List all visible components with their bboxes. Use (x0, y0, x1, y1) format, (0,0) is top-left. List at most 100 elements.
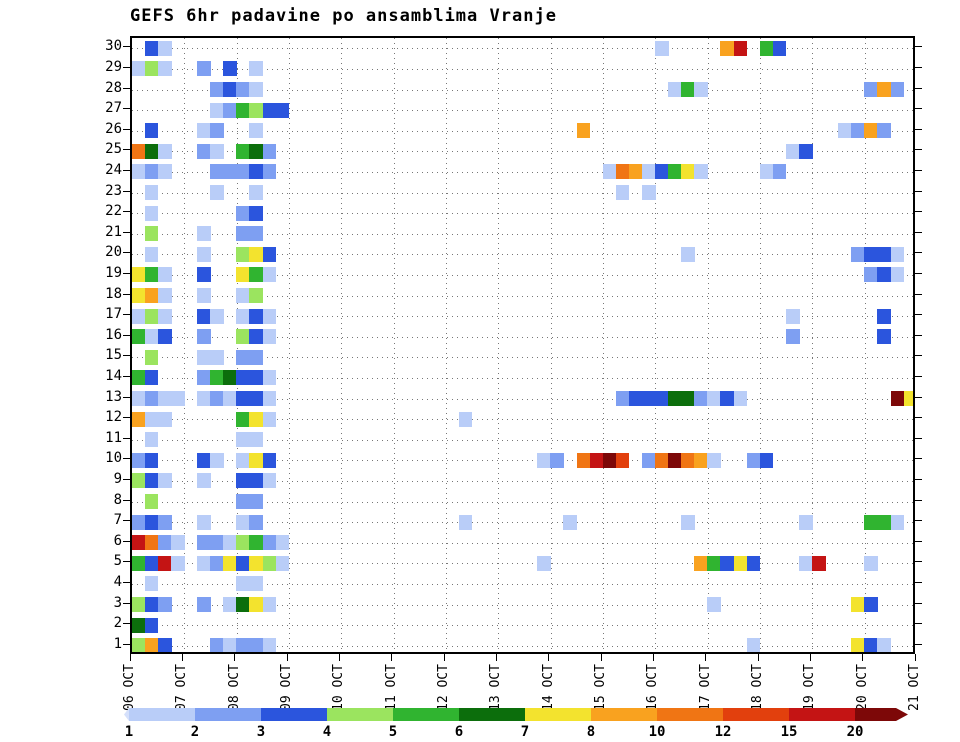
y-axis-tick-label: 30 (105, 38, 122, 55)
x-axis-tick (495, 654, 497, 661)
heatmap-cell (262, 638, 277, 652)
grid-line-horizontal (132, 625, 913, 627)
x-axis-tick (548, 654, 550, 661)
y-axis-tick-label: 10 (105, 450, 122, 467)
x-axis-tick-label: 19 OCT (802, 664, 818, 711)
y-axis-tick-label: 13 (105, 388, 122, 405)
heatmap-cell (197, 535, 211, 551)
y-axis-tick-right (915, 66, 922, 68)
grid-line-vertical (236, 38, 238, 652)
heatmap-cell (144, 123, 159, 139)
heatmap-cell (197, 226, 211, 242)
heatmap-cell (877, 514, 892, 530)
heatmap-cell (223, 638, 237, 652)
heatmap-cell (550, 452, 565, 468)
heatmap-cell (707, 597, 722, 612)
grid-line-vertical (550, 38, 552, 652)
x-axis-tick (757, 654, 759, 661)
y-axis-tick (123, 46, 130, 48)
heatmap-cell (210, 391, 224, 406)
y-axis-tick-label: 28 (105, 79, 122, 96)
heatmap-cell (890, 82, 905, 97)
grid-line-horizontal (132, 151, 913, 153)
legend-tick-label: 2 (190, 724, 200, 740)
heatmap-cell (223, 61, 237, 77)
x-axis-tick-label: 17 OCT (697, 664, 713, 711)
heatmap-cell (236, 555, 251, 571)
heatmap-cell (733, 555, 748, 571)
heatmap-cell (249, 391, 264, 406)
y-axis-tick-label: 15 (105, 347, 122, 364)
heatmap-cell (236, 205, 251, 221)
heatmap-cell (812, 555, 826, 571)
x-axis-tick-label: 12 OCT (436, 664, 451, 711)
grid-line-horizontal (132, 522, 913, 524)
heatmap-cell (576, 123, 591, 139)
heatmap-cell (197, 267, 211, 283)
heatmap-cell (144, 246, 159, 262)
y-axis-tick-label: 27 (105, 100, 122, 117)
y-axis-tick (123, 643, 130, 645)
y-axis-tick-right (915, 252, 922, 254)
y-axis-tick-right (915, 314, 922, 316)
y-axis-tick-label: 16 (105, 326, 122, 343)
heatmap-cell (236, 226, 251, 242)
heatmap-cell (798, 514, 813, 530)
legend-tick-label: 8 (586, 724, 596, 740)
heatmap-cell (157, 473, 172, 489)
y-axis-tick (123, 190, 130, 192)
legend-tick-label: 3 (256, 724, 266, 740)
heatmap-cell (144, 391, 159, 406)
y-axis-tick-right (915, 46, 922, 48)
heatmap-cell (877, 638, 892, 652)
grid-line-horizontal (132, 233, 913, 235)
heatmap-cell (236, 514, 251, 530)
legend-segment (789, 708, 856, 721)
heatmap-cell (602, 164, 617, 180)
y-axis-tick-label: 22 (105, 203, 122, 220)
heatmap-cell (157, 535, 172, 551)
heatmap-cell (236, 638, 251, 652)
heatmap-cell (707, 555, 722, 571)
heatmap-cell (864, 82, 879, 97)
heatmap-cell (249, 329, 264, 345)
y-axis-tick (123, 602, 130, 604)
y-axis-tick-right (915, 417, 922, 419)
grid-line-horizontal (132, 357, 913, 359)
grid-line-horizontal (132, 68, 913, 70)
y-axis-tick (123, 520, 130, 522)
heatmap-cell (851, 597, 865, 612)
heatmap-cell (641, 185, 656, 200)
heatmap-cell (694, 452, 708, 468)
heatmap-cell (132, 329, 146, 345)
y-axis-tick-label: 7 (113, 512, 122, 529)
heatmap-cell (262, 329, 277, 345)
y-axis-tick-right (915, 231, 922, 233)
heatmap-cell (197, 288, 211, 303)
heatmap-cell (864, 514, 879, 530)
heatmap-cell (144, 576, 159, 592)
heatmap-cell (537, 555, 551, 571)
heatmap-cell (144, 329, 159, 345)
y-axis-tick (123, 231, 130, 233)
grid-line-horizontal (132, 501, 913, 503)
heatmap-cell (249, 185, 264, 200)
grid-line-horizontal (132, 213, 913, 215)
legend-tick-label: 15 (780, 724, 798, 740)
heatmap-cell (249, 82, 264, 97)
heatmap-cell (236, 288, 251, 303)
heatmap-cell (144, 267, 159, 283)
heatmap-cell (707, 452, 722, 468)
heatmap-cell (144, 432, 159, 448)
heatmap-cell (132, 61, 146, 77)
y-axis-tick (123, 375, 130, 377)
heatmap-cell (785, 143, 800, 159)
heatmap-cell (720, 40, 735, 56)
grid-line-horizontal (132, 295, 913, 297)
legend-cap-right (855, 708, 908, 721)
heatmap-cell (170, 535, 185, 551)
heatmap-cell (144, 40, 159, 56)
x-axis-tick (862, 654, 864, 661)
heatmap-cell (236, 452, 251, 468)
